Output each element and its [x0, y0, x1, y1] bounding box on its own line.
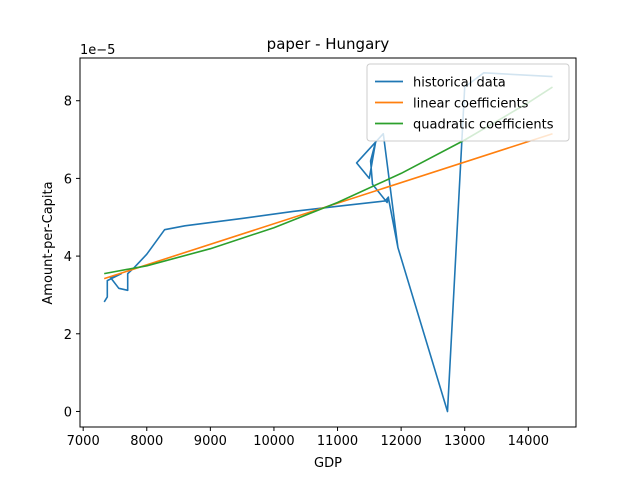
y-tick-label: 6 [64, 172, 72, 187]
x-tick-label: 9000 [194, 434, 227, 449]
y-offset-label: 1e−5 [80, 43, 115, 58]
legend: historical data linear coefficients quadra… [366, 63, 570, 142]
x-tick-label: 13000 [444, 434, 485, 449]
y-tick-label: 8 [64, 95, 72, 110]
x-tick-label: 10000 [253, 434, 294, 449]
x-tick-label: 14000 [508, 434, 549, 449]
y-axis-title: Amount-per-Capita [41, 181, 56, 304]
series-line-historical-data [103, 72, 553, 413]
chart-title: paper - Hungary [267, 35, 390, 53]
legend-box [366, 63, 570, 142]
x-ticks: 7000 8000 9000 10000 11000 12000 13000 14000 [67, 427, 549, 449]
y-ticks: 0 2 4 6 8 [64, 95, 80, 420]
y-tick-label: 4 [64, 250, 72, 265]
x-axis-title: GDP [314, 456, 342, 471]
x-tick-label: 7000 [67, 434, 100, 449]
y-tick-label: 0 [64, 405, 72, 420]
x-tick-label: 11000 [317, 434, 358, 449]
x-tick-label: 12000 [380, 434, 421, 449]
y-tick-label: 2 [64, 328, 72, 343]
legend-label-historical-data: historical data [413, 76, 506, 91]
legend-label-linear-coefficients: linear coefficients [413, 97, 529, 112]
legend-label-quadratic-coefficients: quadratic coefficients [413, 118, 554, 133]
axes-frame [79, 57, 577, 428]
x-tick-label: 8000 [130, 434, 163, 449]
